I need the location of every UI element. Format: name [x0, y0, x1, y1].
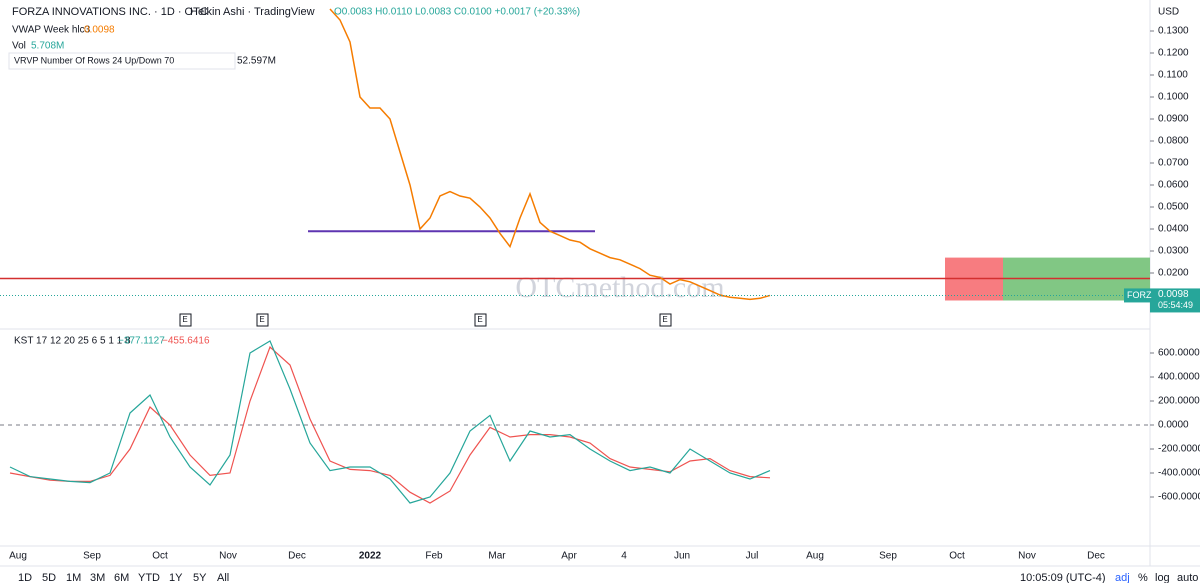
time-label: Sep: [83, 551, 101, 562]
watermark: OTCmethod.com: [515, 271, 724, 304]
time-label: Sep: [879, 551, 897, 562]
time-label: Oct: [152, 551, 168, 562]
time-label: Apr: [561, 551, 577, 562]
time-label: Dec: [288, 551, 306, 562]
vol-label: Vol: [12, 41, 26, 52]
signal-value: −455.6416: [162, 336, 210, 347]
kst-tick-label: 400.0000: [1158, 372, 1200, 383]
range-button[interactable]: 3M: [90, 572, 105, 584]
earnings-box[interactable]: [179, 313, 192, 327]
earnings-marker: E: [662, 315, 667, 324]
countdown: 05:54:49: [1158, 300, 1193, 310]
option-button[interactable]: %: [1138, 572, 1148, 584]
earnings-box[interactable]: [256, 313, 269, 327]
time-label: Jul: [746, 551, 759, 562]
time-label: Jun: [674, 551, 690, 562]
range-button[interactable]: 6M: [114, 572, 129, 584]
chart-style: Heikin Ashi · TradingView: [190, 6, 315, 18]
time-label: Nov: [1018, 551, 1036, 562]
price-tick-label: 0.0500: [1158, 202, 1189, 213]
kst-tick-label: -200.0000: [1158, 444, 1200, 455]
kst-tick-label: 600.0000: [1158, 348, 1200, 359]
option-button[interactable]: adj: [1115, 572, 1130, 584]
earnings-box[interactable]: [659, 313, 672, 327]
time-label: Aug: [806, 551, 824, 562]
kst-line: [9, 340, 771, 504]
vrvp-box[interactable]: [8, 52, 236, 70]
earnings-marker: E: [182, 315, 187, 324]
kst-tick-label: -600.0000: [1158, 492, 1200, 503]
vwap-label: VWAP Week hlc3: [12, 25, 91, 36]
clock: 10:05:09 (UTC-4): [1020, 572, 1106, 583]
earnings-marker: E: [477, 315, 482, 324]
option-button[interactable]: log: [1155, 572, 1170, 584]
option-button[interactable]: auto: [1177, 572, 1198, 584]
symbol: FORZA INNOVATIONS INC. · 1D · OTC: [12, 6, 208, 18]
time-label: 4: [621, 551, 627, 562]
price-tick-label: 0.0900: [1158, 114, 1189, 125]
vrvp-value: 52.597M: [237, 56, 276, 67]
last-price-label: 0.0098: [1158, 289, 1189, 300]
range-button[interactable]: 1D: [18, 572, 32, 584]
range-button[interactable]: YTD: [138, 572, 160, 584]
time-label: Nov: [219, 551, 237, 562]
time-label: Dec: [1087, 551, 1105, 562]
kst-tick-label: 0.0000: [1158, 420, 1189, 431]
time-label: 2022: [359, 551, 382, 562]
range-button[interactable]: 5D: [42, 572, 56, 584]
kst-value: −377.1127: [118, 336, 165, 347]
time-label: Mar: [488, 551, 506, 562]
currency[interactable]: USD: [1158, 7, 1179, 18]
range-button[interactable]: All: [217, 572, 229, 584]
price-tick-label: 0.0600: [1158, 180, 1189, 191]
range-button[interactable]: 5Y: [193, 572, 207, 584]
earnings-marker: E: [259, 315, 264, 324]
price-tick-label: 0.0800: [1158, 136, 1189, 147]
last-price-badge: [1150, 288, 1200, 313]
time-label: Aug: [9, 551, 27, 562]
price-tick-label: 0.1300: [1158, 26, 1189, 37]
kst-tick-label: 200.0000: [1158, 396, 1200, 407]
earnings-box[interactable]: [474, 313, 487, 327]
price-tick-label: 0.0300: [1158, 246, 1189, 257]
kst-label: KST 17 12 20 25 6 5 1 1 8: [14, 336, 131, 347]
ticker-badge: [1124, 288, 1150, 303]
range-button[interactable]: 1M: [66, 572, 81, 584]
ticker: FORZ: [1127, 290, 1152, 300]
price-tick-label: 0.0200: [1158, 268, 1189, 279]
range-button[interactable]: 1Y: [169, 572, 183, 584]
price-tick-label: 0.0700: [1158, 158, 1189, 169]
price-tick-label: 0.1000: [1158, 92, 1189, 103]
price-line: [329, 8, 771, 301]
price-tick-label: 0.1100: [1158, 70, 1188, 81]
vwap-value: 0.0098: [84, 25, 115, 36]
time-label: Oct: [949, 551, 965, 562]
vrvp-label: VRVP Number Of Rows 24 Up/Down 70: [14, 55, 174, 65]
kst-tick-label: -400.0000: [1158, 468, 1200, 479]
price-tick-label: 0.0400: [1158, 224, 1189, 235]
time-label: Feb: [425, 551, 443, 562]
ohlc: O0.0083 H0.0110 L0.0083 C0.0100 +0.0017 …: [334, 7, 580, 18]
vol-value: 5.708M: [31, 41, 64, 52]
price-tick-label: 0.1200: [1158, 48, 1189, 59]
